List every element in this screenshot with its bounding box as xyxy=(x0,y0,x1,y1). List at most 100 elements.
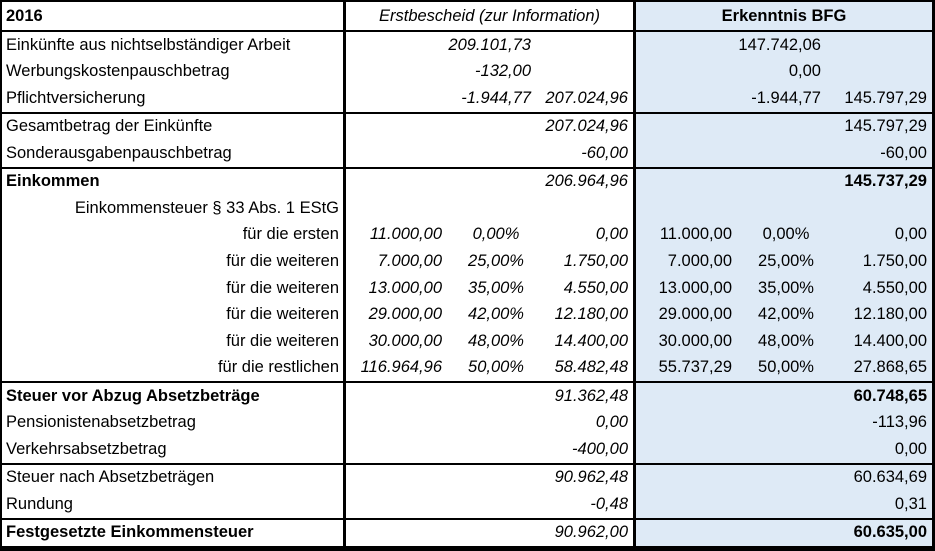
bfg-result-cell[interactable]: 60.634,69 xyxy=(853,468,927,487)
bfg-percent-cell[interactable]: 35,00% xyxy=(758,278,814,297)
bfg-amount-cell[interactable] xyxy=(636,409,754,436)
erst-amount-cell[interactable]: 29.000,00 xyxy=(368,305,442,324)
row-label[interactable]: für die ersten xyxy=(242,225,339,244)
row-label[interactable]: Einkommensteuer § 33 Abs. 1 EStG xyxy=(74,198,339,217)
bfg-amount-cell[interactable] xyxy=(636,114,754,141)
row-label[interactable]: Sonderausgabenpauschbetrag xyxy=(6,143,232,162)
erst-percent-cell[interactable] xyxy=(464,195,534,222)
bfg-percent-cell[interactable]: 48,00% xyxy=(758,331,814,350)
bfg-result-cell[interactable] xyxy=(824,195,932,222)
bfg-amount-cell[interactable]: 147.742,06 xyxy=(738,35,821,54)
erst-amount-cell[interactable] xyxy=(346,140,464,167)
row-label[interactable]: Rundung xyxy=(6,494,73,513)
bfg-result-cell[interactable]: 27.868,65 xyxy=(853,358,927,377)
erst-result-cell[interactable]: 90.962,48 xyxy=(554,468,628,487)
row-label[interactable]: Steuer nach Absetzbeträgen xyxy=(6,468,215,487)
erst-amount-cell[interactable]: -132,00 xyxy=(475,62,531,81)
erst-amount-cell[interactable]: 11.000,00 xyxy=(369,225,442,244)
bfg-percent-cell[interactable]: 50,00% xyxy=(758,358,814,377)
row-label[interactable]: für die restlichen xyxy=(217,358,339,377)
bfg-percent-cell[interactable] xyxy=(754,436,824,463)
erst-percent-cell[interactable] xyxy=(464,169,534,196)
bfg-percent-cell[interactable]: 0,00% xyxy=(762,225,810,244)
erst-result-cell[interactable]: -400,00 xyxy=(572,439,628,458)
row-label[interactable]: Festgesetzte Einkommensteuer xyxy=(6,523,254,542)
erst-percent-cell[interactable]: 42,00% xyxy=(468,305,524,324)
erst-percent-cell[interactable] xyxy=(464,383,534,410)
erst-result-cell[interactable]: 12.180,00 xyxy=(554,305,628,324)
bfg-amount-cell[interactable] xyxy=(636,436,754,463)
bfg-percent-cell[interactable] xyxy=(754,383,824,410)
row-label[interactable]: Verkehrsabsetzbetrag xyxy=(6,439,167,458)
erst-result-cell[interactable]: 0,00 xyxy=(595,225,628,244)
bfg-result-cell[interactable]: 145.797,29 xyxy=(844,88,927,107)
erst-amount-cell[interactable] xyxy=(346,383,464,410)
erst-result-cell[interactable]: 0,00 xyxy=(595,413,628,432)
bfg-percent-cell[interactable] xyxy=(754,465,824,492)
erst-result-cell[interactable]: 90.962,00 xyxy=(554,523,628,542)
erst-result-cell[interactable]: 207.024,96 xyxy=(545,88,628,107)
erst-result-cell[interactable]: 4.550,00 xyxy=(563,278,628,297)
erstbescheid-header[interactable]: Erstbescheid (zur Information) xyxy=(378,6,600,25)
erst-result-cell[interactable] xyxy=(534,195,633,222)
erst-result-cell[interactable]: 58.482,48 xyxy=(554,358,628,377)
bfg-amount-cell[interactable] xyxy=(636,383,754,410)
erst-amount-cell[interactable]: 209.101,73 xyxy=(448,35,531,54)
row-label[interactable]: Pflichtversicherung xyxy=(6,88,146,107)
bfg-percent-cell[interactable]: 25,00% xyxy=(758,252,814,271)
row-label[interactable]: Gesamtbetrag der Einkünfte xyxy=(6,117,213,136)
bfg-result-cell[interactable]: 0,00 xyxy=(894,225,927,244)
bfg-percent-cell[interactable] xyxy=(754,409,824,436)
erst-amount-cell[interactable]: 116.964,96 xyxy=(360,358,442,377)
erst-result-cell[interactable]: 1.750,00 xyxy=(563,252,628,271)
row-label[interactable]: für die weiteren xyxy=(226,278,339,297)
bfg-percent-cell[interactable] xyxy=(754,195,824,222)
erst-percent-cell[interactable]: 25,00% xyxy=(468,252,524,271)
bfg-amount-cell[interactable]: 0,00 xyxy=(788,62,821,81)
erst-percent-cell[interactable] xyxy=(464,465,534,492)
bfg-result-cell[interactable]: 12.180,00 xyxy=(853,305,927,324)
bfg-amount-cell[interactable] xyxy=(636,520,754,546)
row-label[interactable]: Pensionistenabsetzbetrag xyxy=(6,413,196,432)
row-label[interactable]: für die weiteren xyxy=(226,252,339,271)
row-label[interactable]: für die weiteren xyxy=(226,331,339,350)
bfg-result-cell[interactable]: 14.400,00 xyxy=(853,331,927,350)
erst-percent-cell[interactable] xyxy=(464,409,534,436)
bfg-amount-cell[interactable]: 29.000,00 xyxy=(658,305,732,324)
erst-percent-cell[interactable]: 0,00% xyxy=(472,225,520,244)
erst-result-cell[interactable]: -60,00 xyxy=(581,143,628,162)
erst-amount-cell[interactable] xyxy=(346,520,464,546)
row-label[interactable]: für die weiteren xyxy=(226,305,339,324)
bfg-percent-cell[interactable] xyxy=(754,520,824,546)
erst-percent-cell[interactable] xyxy=(464,114,534,141)
bfg-percent-cell[interactable] xyxy=(754,169,824,196)
bfg-result-cell[interactable] xyxy=(824,32,932,59)
erst-amount-cell[interactable]: 30.000,00 xyxy=(368,331,442,350)
bfg-amount-cell[interactable] xyxy=(636,140,754,167)
bfg-amount-cell[interactable]: 13.000,00 xyxy=(658,278,732,297)
bfg-amount-cell[interactable] xyxy=(636,465,754,492)
row-label[interactable]: Werbungskostenpauschbetrag xyxy=(6,62,230,81)
erst-result-cell[interactable]: 91.362,48 xyxy=(554,386,628,405)
bfg-result-cell[interactable]: 145.797,29 xyxy=(844,117,927,136)
erst-percent-cell[interactable] xyxy=(464,491,534,518)
bfg-percent-cell[interactable] xyxy=(754,114,824,141)
erst-result-cell[interactable]: 206.964,96 xyxy=(545,172,628,191)
bfg-result-cell[interactable]: -113,96 xyxy=(872,413,927,432)
erst-amount-cell[interactable] xyxy=(346,465,464,492)
erst-amount-cell[interactable] xyxy=(346,436,464,463)
erst-amount-cell[interactable] xyxy=(346,409,464,436)
bfg-result-cell[interactable]: 0,00 xyxy=(894,439,927,458)
erst-percent-cell[interactable] xyxy=(464,436,534,463)
erst-percent-cell[interactable]: 35,00% xyxy=(468,278,524,297)
row-label[interactable]: Einkünfte aus nichtselbständiger Arbeit xyxy=(6,35,291,54)
bfg-header[interactable]: Erkenntnis BFG xyxy=(721,6,847,25)
bfg-result-cell[interactable]: 60.635,00 xyxy=(853,523,927,542)
erst-amount-cell[interactable] xyxy=(346,169,464,196)
row-label[interactable]: Einkommen xyxy=(6,172,100,191)
erst-result-cell[interactable] xyxy=(534,59,633,86)
erst-amount-cell[interactable]: -1.944,77 xyxy=(461,88,531,107)
bfg-percent-cell[interactable] xyxy=(754,491,824,518)
erst-amount-cell[interactable] xyxy=(346,491,464,518)
erst-result-cell[interactable]: 14.400,00 xyxy=(554,331,628,350)
